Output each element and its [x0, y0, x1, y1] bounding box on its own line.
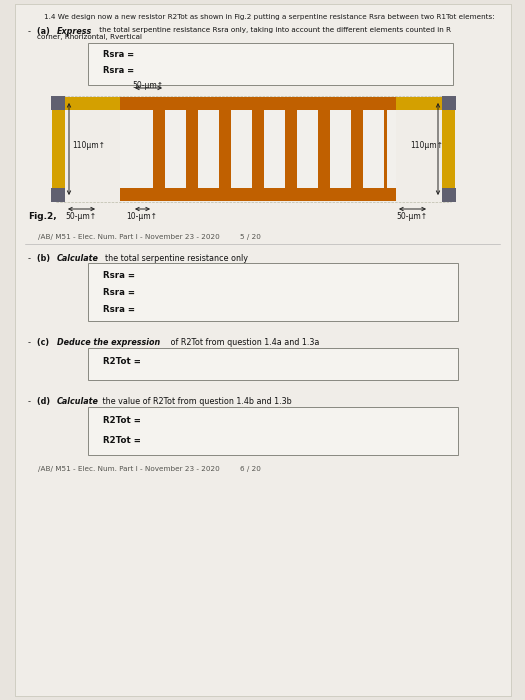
Bar	[120, 97, 387, 110]
Text: corner, Rhorizontal, Rvertical: corner, Rhorizontal, Rvertical	[37, 34, 142, 40]
Text: 1.4 We design now a new resistor R2Tot as shown in Fig.2 putting a serpentine re: 1.4 We design now a new resistor R2Tot a…	[44, 14, 495, 20]
Text: (b): (b)	[37, 254, 53, 263]
Bar	[88, 348, 458, 380]
Bar	[442, 188, 456, 202]
Text: Calculate: Calculate	[57, 397, 99, 406]
Bar	[231, 110, 252, 188]
Bar	[153, 97, 165, 201]
Text: Calculate: Calculate	[57, 254, 99, 263]
Text: R2Tot =: R2Tot =	[103, 436, 141, 445]
Bar	[264, 110, 285, 188]
Bar	[120, 110, 132, 188]
Text: Rsra =: Rsra =	[103, 66, 134, 75]
Bar	[318, 97, 330, 201]
Bar	[387, 97, 455, 110]
Text: -: -	[28, 27, 31, 36]
Bar	[88, 407, 458, 455]
Bar	[51, 96, 65, 110]
Text: R2Tot =: R2Tot =	[103, 357, 141, 366]
Bar	[442, 97, 455, 201]
Text: R2Tot =: R2Tot =	[103, 416, 141, 425]
Bar	[120, 97, 132, 201]
Text: (c): (c)	[37, 338, 52, 347]
Text: /AB/ M51 - Elec. Num. Part I - November 23 - 2020         5 / 20: /AB/ M51 - Elec. Num. Part I - November …	[38, 234, 261, 240]
Text: the total serpentine resistance Rsra only, taking into account the different ele: the total serpentine resistance Rsra onl…	[97, 27, 451, 33]
Bar	[351, 97, 363, 201]
Text: Rsra =: Rsra =	[103, 305, 135, 314]
Text: /AB/ M51 - Elec. Num. Part I - November 23 - 2020         6 / 20: /AB/ M51 - Elec. Num. Part I - November …	[38, 466, 261, 472]
Bar	[384, 97, 396, 201]
Text: Rsra =: Rsra =	[103, 288, 135, 297]
Bar	[285, 97, 297, 201]
Bar	[52, 97, 120, 110]
Bar	[120, 188, 387, 201]
Text: (a): (a)	[37, 27, 52, 36]
Bar	[52, 97, 65, 201]
Text: the value of R2Tot from question 1.4b and 1.3b: the value of R2Tot from question 1.4b an…	[100, 397, 292, 406]
Bar	[88, 263, 458, 321]
Text: 50-μm↑: 50-μm↑	[132, 81, 164, 90]
Text: -: -	[28, 254, 31, 263]
Text: 10-μm↑: 10-μm↑	[127, 212, 158, 221]
Bar	[219, 97, 231, 201]
Text: of R2Tot from question 1.4a and 1.3a: of R2Tot from question 1.4a and 1.3a	[168, 338, 319, 347]
Bar	[186, 97, 198, 201]
Bar	[363, 110, 384, 188]
Text: Express: Express	[57, 27, 92, 36]
Bar	[132, 110, 153, 188]
Bar	[442, 96, 456, 110]
Text: (d): (d)	[37, 397, 53, 406]
Text: 110μm↑: 110μm↑	[72, 141, 105, 150]
Text: -: -	[28, 397, 31, 406]
Bar	[297, 110, 318, 188]
Bar	[88, 43, 453, 85]
Text: Fig.2,: Fig.2,	[28, 212, 57, 221]
Text: Deduce the expression: Deduce the expression	[57, 338, 160, 347]
Text: -: -	[28, 338, 31, 347]
Text: Rsra =: Rsra =	[103, 50, 134, 59]
Text: 50-μm↑: 50-μm↑	[66, 212, 97, 221]
Text: 110μm↑: 110μm↑	[410, 141, 443, 150]
Bar	[330, 110, 351, 188]
Text: 50-μm↑: 50-μm↑	[396, 212, 427, 221]
Bar	[252, 97, 264, 201]
Bar	[198, 110, 219, 188]
Text: Rsra =: Rsra =	[103, 271, 135, 280]
Text: the total serpentine resistance only: the total serpentine resistance only	[100, 254, 248, 263]
Bar	[387, 110, 396, 188]
Bar	[165, 110, 186, 188]
Bar	[51, 188, 65, 202]
